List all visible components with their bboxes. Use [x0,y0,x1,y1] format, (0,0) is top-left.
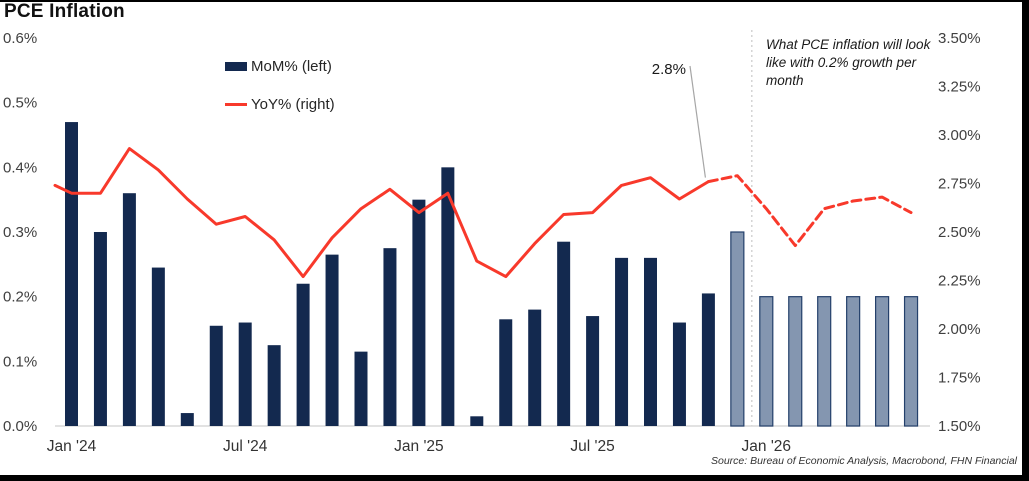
mom-bar [325,254,339,426]
legend-item-mom: MoM% (left) [225,55,335,77]
legend-yoy-label: YoY% (right) [251,95,335,113]
mom-bar [65,122,78,427]
left-axis-tick-label: 0.1% [3,353,37,370]
mom-bar [644,257,657,426]
left-axis-tick-label: 0.0% [3,418,37,435]
right-axis-tick-label: 3.25% [938,79,981,96]
yoy-line-forecast-dashed [706,174,913,248]
frame-right-border [1022,0,1029,481]
legend-mom-label: MoM% (left) [251,57,332,75]
right-axis-tick-label: 1.50% [938,418,981,435]
mom-bar [499,319,513,426]
mom-bar [238,322,252,426]
right-axis-tick-label: 2.25% [938,273,981,290]
forecast-note: What PCE inflation will look like with 0… [766,37,931,88]
mom-bar [470,416,484,426]
callout-pointer-line [689,65,706,178]
right-axis-tick-label: 3.00% [938,127,981,144]
mom-bar [151,267,165,426]
mom-bar [180,413,194,426]
mom-bar [122,193,136,426]
mom-bar [586,316,600,426]
left-axis-tick-label: 0.4% [3,159,37,176]
mom-bar [383,248,397,426]
right-axis-tick-label: 2.50% [938,224,981,241]
mom-bar-forecast [817,296,832,427]
legend-item-yoy: YoY% (right) [225,93,335,115]
mom-bar-forecast [846,296,861,427]
right-axis-tick-label: 2.75% [938,176,981,193]
mom-bar-forecast [730,231,745,427]
mom-bar [528,309,542,426]
mom-bar-forecast [903,296,919,427]
x-axis-tick-label: Jul '25 [570,438,614,455]
yoy-line-solid [53,147,710,279]
mom-bar [557,241,571,426]
mom-bar-forecast [874,296,890,427]
mom-bar [412,199,426,426]
frame-bottom-border [0,475,1029,481]
right-axis-tick-label: 3.50% [938,30,981,47]
mom-bar [354,351,368,426]
mom-bar [672,322,686,426]
left-axis-tick-label: 0.5% [3,95,37,112]
left-axis-tick-label: 0.6% [3,30,37,47]
mom-bar-forecast [759,296,774,427]
right-axis-tick-label: 2.00% [938,321,981,338]
yoy-line-swatch-icon [225,102,247,106]
mom-bar-forecast [788,296,803,427]
x-axis-tick-label: Jul '24 [223,438,268,455]
mom-bar [615,257,629,426]
callout-value-label: 2.8% [651,61,686,78]
mom-bar [209,325,223,426]
mom-bar [296,283,310,426]
right-axis-tick-label: 1.75% [938,370,981,387]
source-attribution: Source: Bureau of Economic Analysis, Mac… [711,455,1017,467]
x-axis-tick-label: Jan '25 [394,438,444,455]
mom-bar [93,232,107,426]
x-axis-tick-label: Jan '26 [742,438,792,455]
frame-top-border [0,0,1029,2]
mom-bar-swatch-icon [225,61,247,71]
mom-bar [267,345,281,426]
mom-bar [441,167,455,427]
chart-title: PCE Inflation [4,1,125,22]
chart-legend: MoM% (left) YoY% (right) [225,55,335,131]
x-axis-tick-label: Jan '24 [47,438,97,455]
mom-bar [701,293,715,426]
left-axis-tick-label: 0.2% [3,289,37,306]
left-axis-tick-label: 0.3% [3,224,37,241]
